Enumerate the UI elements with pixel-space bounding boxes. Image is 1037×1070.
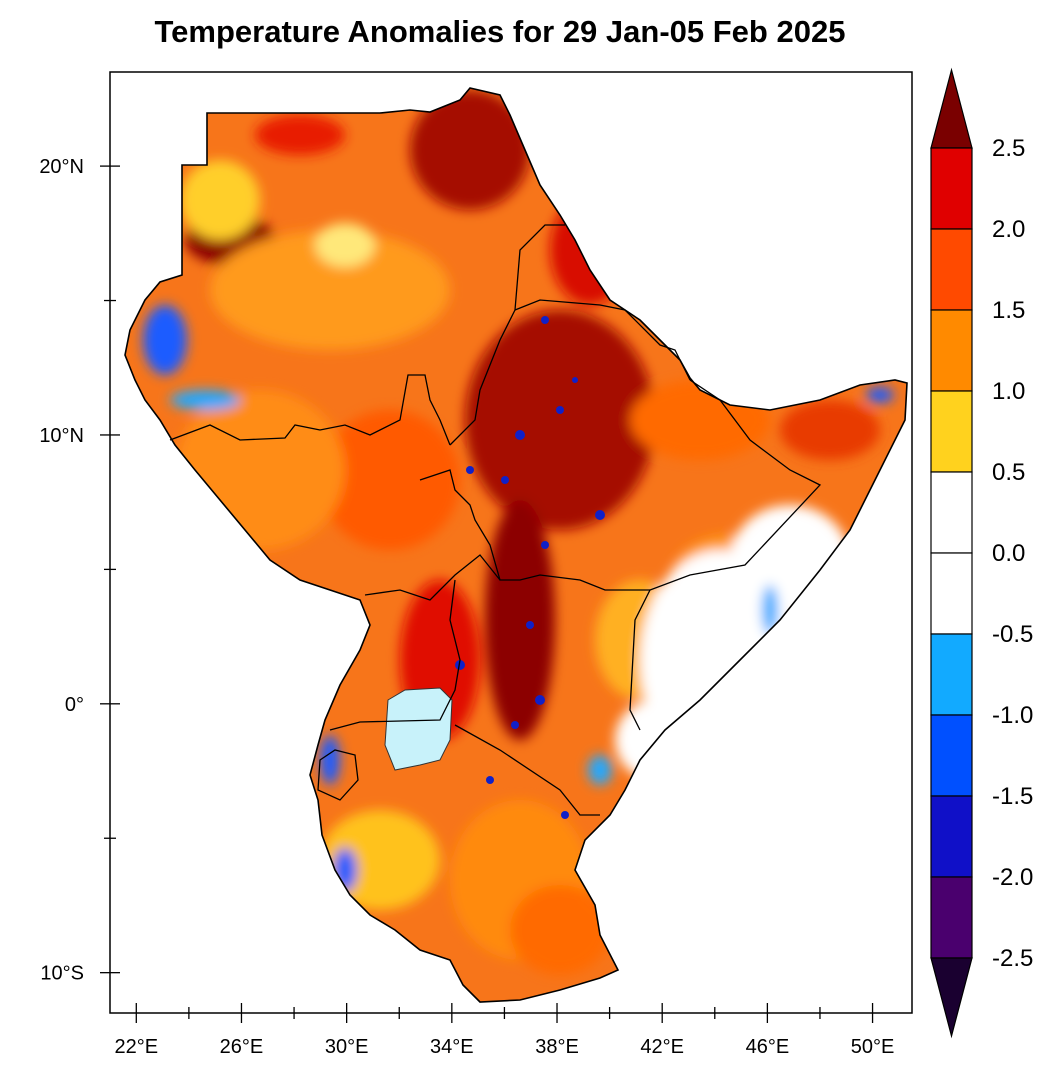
x-tick-label: 38°E	[535, 1036, 579, 1058]
colorbar-segment	[930, 633, 973, 716]
colorbar-segment	[930, 795, 973, 878]
colorbar-label: 0.0	[992, 540, 1025, 567]
x-tick-label: 50°E	[851, 1036, 895, 1058]
map-title: Temperature Anomalies for 29 Jan-05 Feb …	[154, 14, 846, 49]
anomaly-field	[125, 88, 907, 1002]
colorbar: 2.5 2.0 1.5 1.0 0.5 0.0 -0.5 -1.0 -1.5 -2.0 -2.5	[930, 67, 1033, 1039]
colorbar-label: -0.5	[992, 621, 1033, 648]
colorbar-label: -2.5	[992, 945, 1033, 972]
colorbar-label: -2.0	[992, 864, 1033, 891]
colorbar-segment	[930, 552, 973, 635]
colorbar-bottom-arrow	[930, 957, 973, 1039]
colorbar-segment	[930, 876, 973, 959]
coastline	[124, 87, 908, 1003]
colorbar-segment	[930, 471, 973, 554]
country-borders	[169, 224, 822, 816]
y-axis: 20°N 10°N 0° 10°S	[39, 156, 120, 985]
y-tick-label: 10°N	[39, 425, 84, 447]
colorbar-segment	[930, 147, 973, 230]
colorbar-label: 2.5	[992, 135, 1025, 162]
colorbar-segment	[930, 714, 973, 797]
colorbar-top-arrow	[930, 67, 973, 149]
x-tick-label: 34°E	[430, 1036, 474, 1058]
x-tick-label: 42°E	[640, 1036, 684, 1058]
colorbar-segment	[930, 228, 973, 311]
y-tick-label: 10°S	[40, 963, 84, 985]
x-tick-label: 30°E	[325, 1036, 369, 1058]
x-tick-label: 26°E	[220, 1036, 264, 1058]
x-axis: 22°E 26°E 30°E 34°E 38°E 42°E 46°E 50°E	[114, 1003, 894, 1058]
colorbar-label: 0.5	[992, 459, 1025, 486]
colorbar-segment	[930, 390, 973, 473]
x-tick-label: 22°E	[114, 1036, 158, 1058]
y-tick-label: 20°N	[39, 156, 84, 178]
lake-victoria	[384, 687, 453, 771]
colorbar-label: 1.5	[992, 297, 1025, 324]
y-tick-label: 0°	[65, 694, 84, 716]
colorbar-segment	[930, 309, 973, 392]
colorbar-label: -1.5	[992, 783, 1033, 810]
colorbar-label: 2.0	[992, 216, 1025, 243]
colorbar-label: 1.0	[992, 378, 1025, 405]
colorbar-label: -1.0	[992, 702, 1033, 729]
x-tick-label: 46°E	[746, 1036, 790, 1058]
